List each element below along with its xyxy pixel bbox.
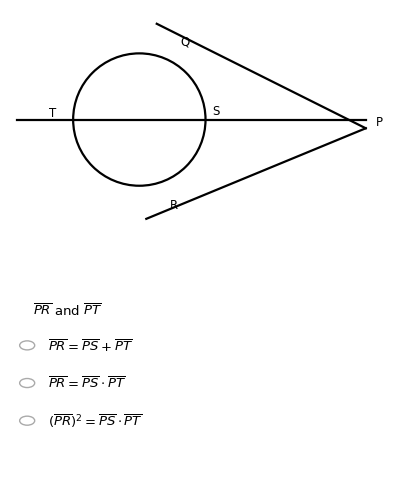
Text: R: R bbox=[170, 199, 178, 212]
Text: P: P bbox=[376, 116, 383, 129]
Text: $(\overline{PR})^2 = \overline{PS} \cdot \overline{PT}$: $(\overline{PR})^2 = \overline{PS} \cdot… bbox=[48, 412, 143, 429]
Text: $\overline{PR} = \overline{PS} + \overline{PT}$: $\overline{PR} = \overline{PS} + \overli… bbox=[48, 338, 133, 354]
Text: $\overline{PR}$ and $\overline{PT}$: $\overline{PR}$ and $\overline{PT}$ bbox=[33, 303, 103, 319]
Text: S: S bbox=[212, 105, 219, 118]
Text: T: T bbox=[48, 107, 56, 120]
Text: $\overline{PR} = \overline{PS} \cdot \overline{PT}$: $\overline{PR} = \overline{PS} \cdot \ov… bbox=[48, 376, 126, 391]
Text: Q: Q bbox=[180, 36, 189, 49]
